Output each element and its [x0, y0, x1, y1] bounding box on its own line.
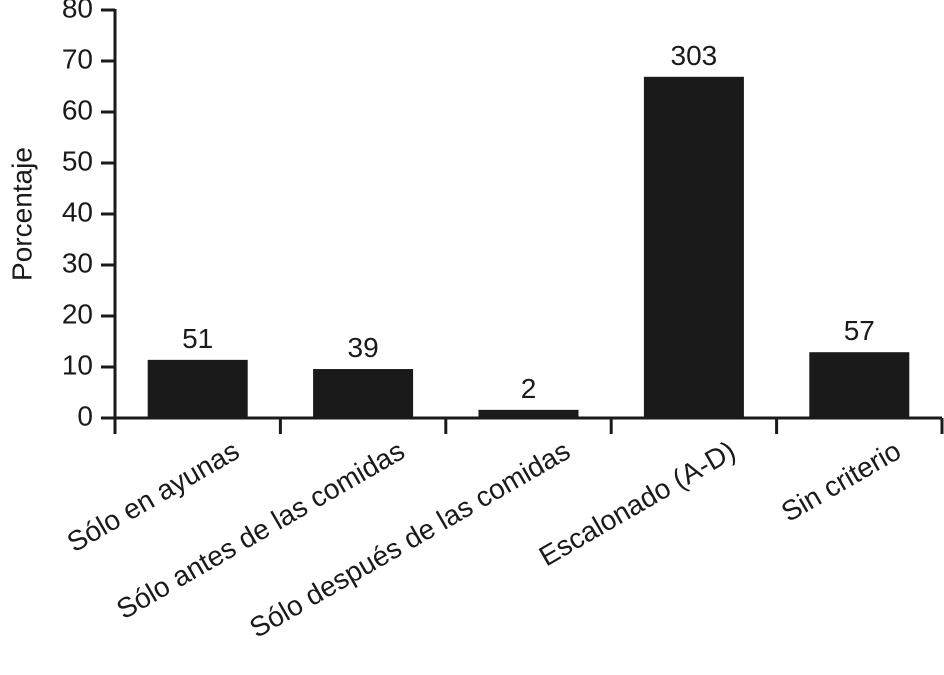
- y-tick-label: 60: [62, 94, 93, 125]
- y-tick-label: 50: [62, 145, 93, 176]
- x-tick-label: Sin criterio: [776, 435, 906, 528]
- bar: [313, 369, 414, 418]
- y-axis-label: Porcentaje: [6, 147, 37, 281]
- x-tick-label: Sólo antes de las comidas: [111, 435, 410, 625]
- y-tick-label: 40: [62, 196, 93, 227]
- bar: [643, 76, 744, 418]
- bar-label: 57: [844, 315, 875, 346]
- y-tick-label: 30: [62, 247, 93, 278]
- bar-label: 303: [671, 40, 718, 71]
- y-tick-label: 70: [62, 43, 93, 74]
- y-tick-label: 80: [62, 0, 93, 23]
- bar: [809, 352, 910, 418]
- y-tick-label: 0: [77, 400, 93, 431]
- bar-label: 39: [348, 332, 379, 363]
- y-tick-label: 20: [62, 298, 93, 329]
- y-tick-label: 10: [62, 349, 93, 380]
- x-tick-label: Sólo después de las comidas: [244, 435, 575, 644]
- bar: [478, 409, 579, 418]
- bar: [147, 359, 248, 418]
- bar-label: 51: [182, 323, 213, 354]
- bar-label: 2: [521, 373, 537, 404]
